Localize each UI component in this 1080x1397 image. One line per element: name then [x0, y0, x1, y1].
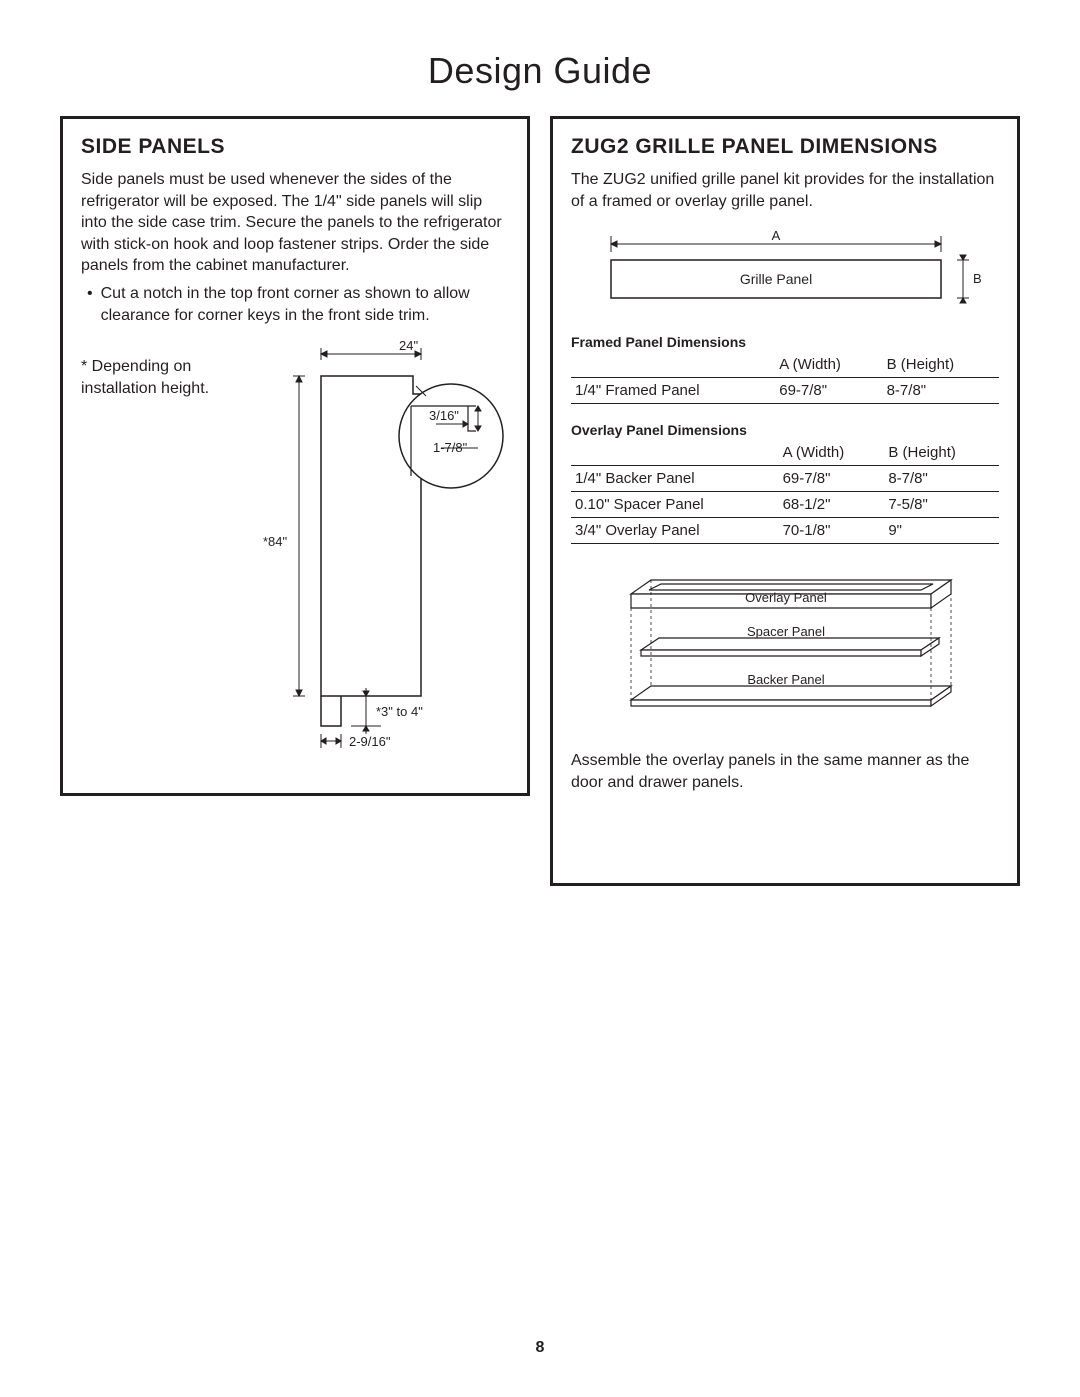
grille-paragraph: The ZUG2 unified grille panel kit provid… [571, 169, 999, 212]
backer-panel-label: Backer Panel [747, 672, 824, 687]
side-panels-box: SIDE PANELS Side panels must be used whe… [60, 116, 530, 796]
dim-height: *84" [263, 534, 288, 549]
content-columns: SIDE PANELS Side panels must be used whe… [60, 116, 1020, 886]
dim-base-w: 2-9/16" [349, 734, 391, 749]
grille-panel-text: Grille Panel [740, 271, 812, 287]
t2-r1c2: 7-5/8" [884, 492, 999, 518]
side-panel-diagram: * Depending on installation height. [81, 336, 509, 756]
bullet-icon: • [87, 283, 93, 326]
grille-ab-diagram: A Grille Panel B [571, 226, 1001, 316]
overlay-table-title: Overlay Panel Dimensions [571, 422, 999, 438]
page-title: Design Guide [60, 50, 1020, 92]
t1-r0c2: 8-7/8" [883, 378, 999, 404]
dim-detail-w: 3/16" [429, 408, 459, 423]
overlay-panel-label: Overlay Panel [745, 590, 827, 605]
dim-b-label: B [973, 271, 982, 286]
side-panels-heading: SIDE PANELS [81, 135, 509, 159]
t2-h2: B (Height) [884, 440, 999, 466]
grille-heading: ZUG2 GRILLE PANEL DIMENSIONS [571, 135, 999, 159]
framed-table-title: Framed Panel Dimensions [571, 334, 999, 350]
t2-h1: A (Width) [779, 440, 885, 466]
t1-r0c0: 1/4" Framed Panel [571, 378, 775, 404]
t2-r1c0: 0.10" Spacer Panel [571, 492, 779, 518]
t1-r0c1: 69-7/8" [775, 378, 882, 404]
t2-r1c1: 68-1/2" [779, 492, 885, 518]
assembly-note: Assemble the overlay panels in the same … [571, 750, 999, 793]
t2-r2c2: 9" [884, 518, 999, 544]
install-height-note: * Depending on installation height. [81, 356, 261, 399]
t2-h0 [571, 440, 779, 466]
dim-detail-h: 1-7/8" [433, 440, 468, 455]
overlay-dim-table: A (Width) B (Height) 1/4" Backer Panel 6… [571, 440, 999, 544]
dim-a-label: A [772, 228, 781, 243]
t1-h0 [571, 352, 775, 378]
t2-r0c2: 8-7/8" [884, 466, 999, 492]
grille-panel-box: ZUG2 GRILLE PANEL DIMENSIONS The ZUG2 un… [550, 116, 1020, 886]
t1-h1: A (Width) [775, 352, 882, 378]
t2-r2c0: 3/4" Overlay Panel [571, 518, 779, 544]
side-panels-paragraph: Side panels must be used whenever the si… [81, 169, 509, 277]
dim-width: 24" [399, 338, 418, 353]
side-panels-bullet: • Cut a notch in the top front corner as… [87, 283, 509, 326]
t2-r0c1: 69-7/8" [779, 466, 885, 492]
framed-dim-table: A (Width) B (Height) 1/4" Framed Panel 6… [571, 352, 999, 404]
page-number: 8 [0, 1339, 1080, 1357]
bullet-text: Cut a notch in the top front corner as s… [101, 283, 509, 326]
t2-r2c1: 70-1/8" [779, 518, 885, 544]
t1-h2: B (Height) [883, 352, 999, 378]
exploded-panel-diagram: Overlay Panel Spacer Panel Backer Panel [571, 564, 1001, 734]
spacer-panel-label: Spacer Panel [747, 624, 825, 639]
dim-bottom-gap: *3" to 4" [376, 704, 423, 719]
t2-r0c0: 1/4" Backer Panel [571, 466, 779, 492]
